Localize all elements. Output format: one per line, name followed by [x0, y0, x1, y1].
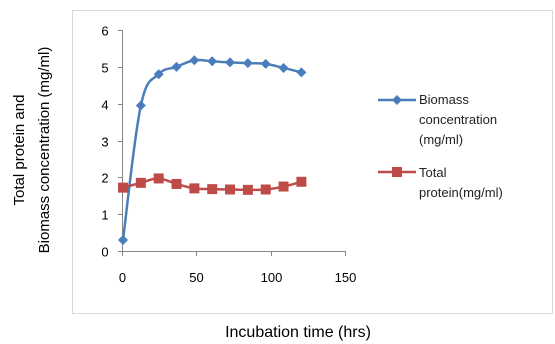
legend-item-biomass: Biomass concentration (mg/ml) [378, 92, 497, 147]
x-tick-label: 100 [261, 270, 283, 285]
axes: 0 1 2 3 4 5 6 0 50 100 150 [101, 24, 356, 286]
legend-marker [392, 167, 402, 177]
data-point [207, 184, 218, 195]
data-point [242, 58, 253, 69]
data-point [135, 177, 146, 188]
y-tick-label: 2 [101, 171, 108, 186]
legend-label: protein(mg/ml) [419, 185, 503, 200]
legend-item-total-protein: Total protein(mg/ml) [378, 165, 503, 200]
x-tick-label: 0 [119, 270, 126, 285]
chart-frame [72, 10, 553, 314]
data-point [135, 100, 146, 111]
y-tick-label: 6 [101, 24, 108, 39]
legend-label: concentration [419, 112, 497, 127]
data-point [296, 67, 307, 78]
y-tick-label: 3 [101, 135, 108, 150]
series-layer [118, 55, 307, 245]
series-biomass [118, 55, 307, 245]
legend-label: Biomass [419, 92, 469, 107]
x-tick-label: 50 [189, 270, 203, 285]
data-point [225, 184, 236, 195]
data-point [171, 61, 182, 72]
data-point [260, 184, 271, 195]
y-tick-label: 1 [101, 208, 108, 223]
y-axis-title-line-1: Total protein and [11, 95, 28, 206]
data-point [207, 56, 218, 67]
data-point [260, 58, 271, 69]
data-point [225, 57, 236, 68]
legend-marker [392, 95, 402, 105]
data-point [118, 182, 128, 193]
legend-label: (mg/ml) [419, 132, 463, 147]
series-total-protein [118, 173, 307, 195]
y-tick-label: 5 [101, 61, 108, 76]
y-tick-label: 4 [101, 98, 108, 113]
x-axis-title: Incubation time (hrs) [225, 324, 371, 341]
data-point [189, 55, 200, 66]
data-point [296, 176, 307, 187]
x-tick-label: 150 [335, 270, 357, 285]
legend-label: Total [419, 165, 447, 180]
data-point [153, 173, 164, 184]
data-point [278, 181, 289, 192]
legend: Biomass concentration (mg/ml) Total protein(… [378, 92, 503, 200]
data-point [242, 184, 253, 195]
series-line [121, 58, 302, 241]
data-point [153, 69, 164, 80]
y-tick-label: 0 [101, 245, 108, 260]
data-point [189, 183, 200, 194]
data-point [118, 234, 128, 245]
data-point [171, 178, 182, 189]
data-point [278, 62, 289, 73]
y-axis-title-line-2: Biomass concentration (mg/ml) [36, 47, 53, 254]
y-axis-title: Total protein and Biomass concentration … [11, 47, 53, 254]
